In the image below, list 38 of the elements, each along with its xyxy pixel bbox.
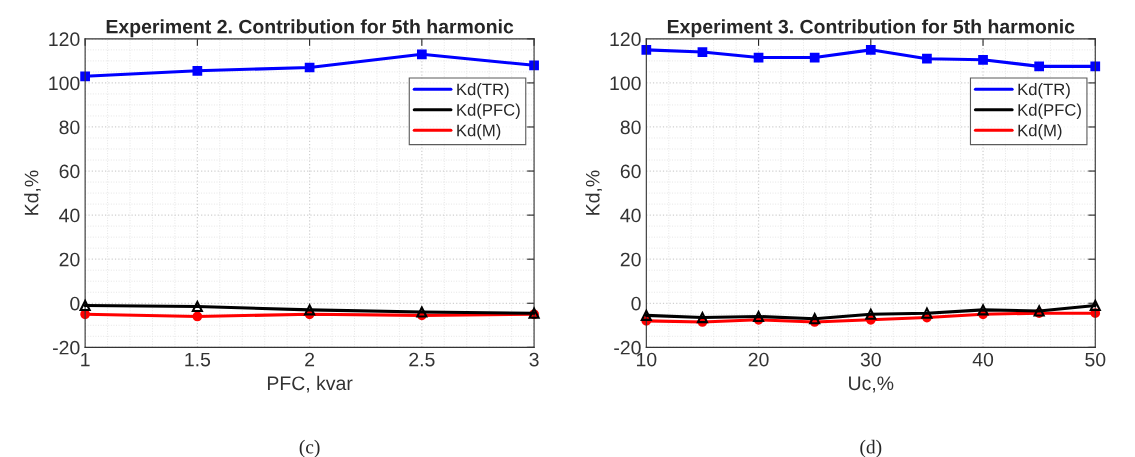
x-tick-label: 2 [305,352,315,367]
y-tick-label: 40 [620,208,641,223]
x-tick-label: 1.5 [185,352,211,367]
text: (d) [860,439,882,457]
x-tick-label: 20 [748,352,769,367]
x-tick-label: 30 [860,352,881,367]
x-axis-title: PFC, kvar [267,375,353,393]
y-axis-title: Kd,% [24,170,41,215]
y-tick-label: 120 [49,32,80,47]
legend-label: Kd(TR) [1018,83,1070,99]
y-axis-title: Kd,% [585,170,602,215]
x-tick-label: 2.5 [409,352,435,367]
legend-label: Kd(PFC) [1018,103,1081,120]
y-tick-label: 80 [620,120,641,135]
legend-label: Kd(M) [457,124,501,140]
y-tick-label: 0 [631,296,641,311]
y-tick-label: 60 [59,164,80,179]
y-tick-label: 120 [610,32,641,47]
y-tick-label: 100 [610,76,641,91]
text: (c) [299,439,320,457]
legend-label: Kd(PFC) [457,103,520,120]
chart-title: Experiment 2. Contribution for 5th harmonic [106,19,514,38]
x-tick-label: 1 [81,352,90,367]
y-tick-label: 0 [70,296,80,311]
y-tick-label: 60 [620,164,641,179]
y-tick-label: 20 [620,252,641,267]
x-axis-title: Uc,% [849,376,894,393]
x-tick-label: 3 [529,352,539,367]
chart-title: Experiment 3. Contribution for 5th harmonic [667,19,1075,38]
y-tick-label: 20 [59,252,80,267]
x-tick-label: 50 [1085,352,1106,367]
y-tick-label: 80 [59,120,80,135]
legend-label: Kd(TR) [457,83,509,99]
y-tick-label: 100 [49,76,80,91]
legend-label: Kd(M) [1018,124,1062,140]
y-tick-label: -20 [53,340,80,355]
x-tick-label: 40 [972,352,994,367]
y-tick-label: 40 [59,208,80,223]
